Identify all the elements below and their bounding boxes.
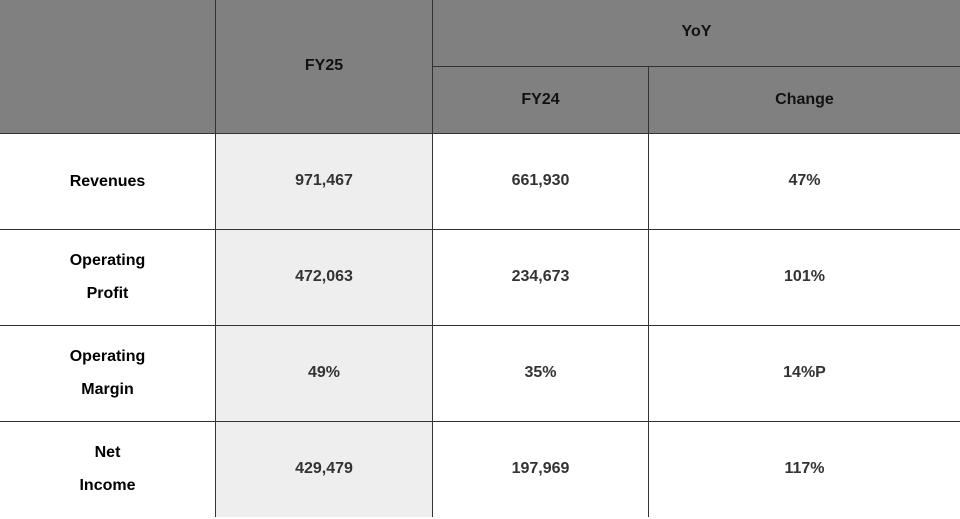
- cell-fy24: 234,673: [432, 228, 649, 326]
- header-fy25: FY25: [215, 0, 433, 134]
- header-fy24: FY24: [432, 65, 649, 134]
- cell-change: 101%: [648, 228, 960, 326]
- cell-fy25: 971,467: [215, 132, 433, 230]
- table-row-operating-profit: Operating Profit 472,063 234,673 101%: [0, 228, 960, 326]
- row-label-line: Profit: [86, 285, 129, 302]
- table-row-revenues: Revenues 971,467 661,930 47%: [0, 132, 960, 230]
- row-label: Net Income: [0, 420, 216, 517]
- corner-header-cell: [0, 0, 216, 134]
- cell-change: 117%: [648, 420, 960, 517]
- row-label-line: Revenues: [69, 172, 146, 190]
- row-label-line: Margin: [81, 381, 134, 398]
- cell-change: 47%: [648, 132, 960, 230]
- row-label-line: Income: [79, 477, 136, 494]
- header-change: Change: [648, 65, 960, 134]
- row-label: Operating Profit: [0, 228, 216, 326]
- table-row-net-income: Net Income 429,479 197,969 117%: [0, 420, 960, 517]
- cell-fy25: 49%: [215, 324, 433, 422]
- table-row-operating-margin: Operating Margin 49% 35% 14%P: [0, 324, 960, 422]
- cell-fy24: 197,969: [432, 420, 649, 517]
- header-yoy: YoY: [432, 0, 960, 67]
- cell-fy24: 661,930: [432, 132, 649, 230]
- row-label-line: Operating: [69, 252, 146, 269]
- cell-change: 14%P: [648, 324, 960, 422]
- cell-fy24: 35%: [432, 324, 649, 422]
- row-label: Revenues: [0, 132, 216, 230]
- row-label: Operating Margin: [0, 324, 216, 422]
- row-label-line: Operating: [69, 348, 146, 365]
- cell-fy25: 472,063: [215, 228, 433, 326]
- cell-fy25: 429,479: [215, 420, 433, 517]
- row-label-line: Net: [94, 444, 121, 461]
